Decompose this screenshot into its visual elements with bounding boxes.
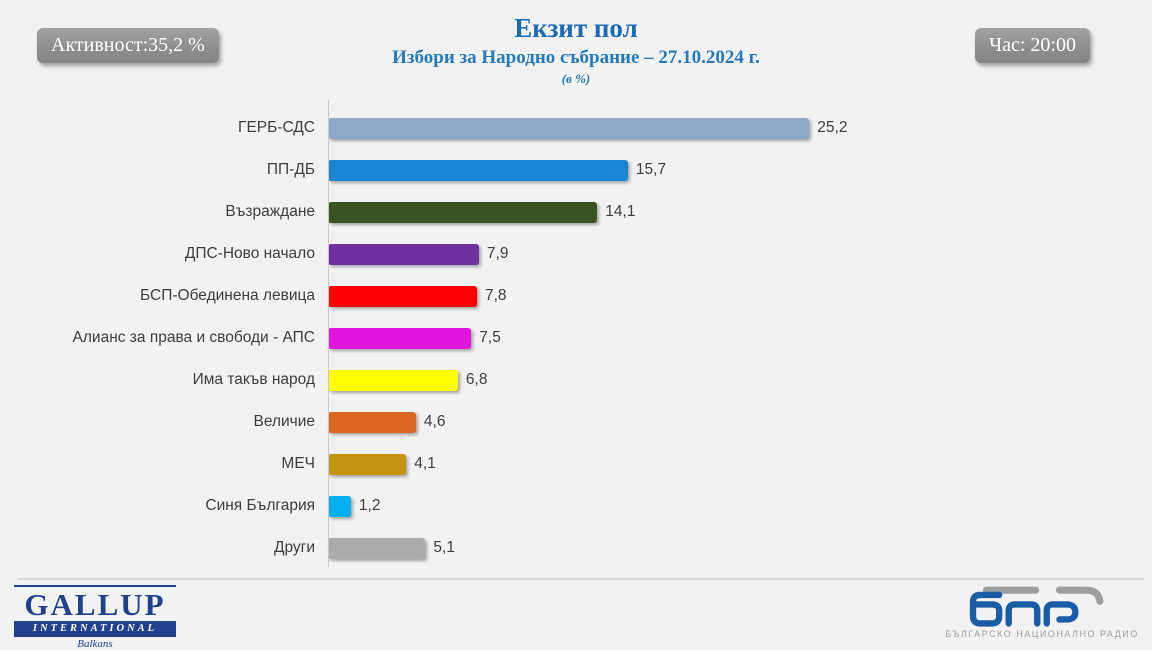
bar: [328, 159, 628, 181]
bar-track: 4,1: [328, 443, 436, 485]
value-label: 7,5: [479, 329, 501, 346]
value-label: 7,8: [485, 287, 507, 304]
category-label: Алианс за права и свободи - АПС: [72, 329, 315, 346]
value-label: 15,7: [635, 161, 667, 178]
gallup-logo-region: Balkans: [77, 638, 113, 650]
category-label: Величие: [253, 413, 315, 430]
chart-row: Други 5,1: [0, 527, 1152, 569]
chart-row: БСП-Обединена левица 7,8: [0, 275, 1152, 317]
bnr-letter-b: [969, 591, 1003, 627]
chart-row: Има такъв народ 6,8: [0, 359, 1152, 401]
chart-row: МЕЧ 4,1: [0, 443, 1152, 485]
bnr-logo: БЪЛГАРСКО НАЦИОНАЛНО РАДИО: [944, 583, 1140, 639]
bar-track: 7,5: [328, 317, 501, 359]
bar: [328, 369, 458, 391]
bar-track: 25,2: [328, 107, 847, 149]
category-label: МЕЧ: [281, 455, 315, 472]
bar: [328, 243, 479, 265]
bar-track: 5,1: [328, 527, 455, 569]
category-label: ГЕРБ-СДС: [238, 119, 315, 136]
category-label: Синя България: [205, 497, 315, 514]
value-label: 1,2: [358, 497, 381, 514]
bnr-gray-swoosh-right: [1055, 586, 1104, 605]
chart-header: Екзит пол Избори за Народно събрание – 2…: [0, 0, 1152, 87]
time-badge: Час: 20:00: [975, 28, 1090, 63]
chart-row: Величие 4,6: [0, 401, 1152, 443]
bar-track: 7,8: [328, 275, 507, 317]
value-label: 6,8: [465, 371, 488, 388]
bnr-logo-mark: [969, 586, 1104, 627]
chart-axis-line: [328, 100, 329, 567]
bar: [328, 117, 810, 139]
gallup-logo: GALLUP INTERNATIONAL Balkans: [14, 585, 176, 650]
bar: [328, 495, 351, 517]
chart-row: ПП-ДБ 15,7: [0, 149, 1152, 191]
chart-row: Синя България 1,2: [0, 485, 1152, 527]
gallup-logo-name: GALLUP: [24, 587, 166, 622]
bnr-letter-r: [1043, 601, 1079, 627]
category-label: Възраждане: [225, 203, 315, 220]
value-label: 7,9: [486, 245, 509, 262]
bnr-letter-n: [1005, 601, 1041, 627]
chart-row: ГЕРБ-СДС 25,2: [0, 107, 1152, 149]
bar: [328, 285, 477, 307]
value-label: 4,6: [423, 413, 446, 430]
bar-track: 14,1: [328, 191, 635, 233]
bar-track: 6,8: [328, 359, 487, 401]
value-label: 5,1: [433, 539, 455, 556]
bar-track: 7,9: [328, 233, 508, 275]
bar-chart: ГЕРБ-СДС 25,2 ПП-ДБ 15,7 Възраждане 14,1 ДПС-Н…: [0, 100, 1152, 569]
chart-row: Възраждане 14,1: [0, 191, 1152, 233]
category-label: БСП-Обединена левица: [140, 287, 315, 304]
value-label: 25,2: [817, 119, 848, 136]
bnr-logo-caption: БЪЛГАРСКО НАЦИОНАЛНО РАДИО: [945, 629, 1139, 639]
bar: [328, 201, 598, 223]
value-label: 4,1: [414, 455, 436, 472]
chart-rows: ГЕРБ-СДС 25,2 ПП-ДБ 15,7 Възраждане 14,1 ДПС-Н…: [0, 107, 1152, 569]
bar: [328, 327, 472, 349]
gallup-logo-rule: [14, 585, 176, 587]
gallup-logo-subtitle: INTERNATIONAL: [14, 621, 176, 637]
category-label: Има такъв народ: [192, 371, 315, 388]
footer-divider: [18, 578, 1144, 580]
unit-note: (в %): [561, 71, 591, 86]
bar: [328, 537, 426, 559]
bar-track: 4,6: [328, 401, 445, 443]
chart-row: ДПС-Ново начало 7,9: [0, 233, 1152, 275]
category-label: Други: [273, 539, 315, 556]
category-label: ПП-ДБ: [266, 161, 315, 178]
chart-subtitle: Избори за Народно събрание – 27.10.2024 …: [392, 47, 760, 68]
turnout-badge: Активност:35,2 %: [37, 28, 219, 63]
bar-track: 1,2: [328, 485, 380, 527]
bar-track: 15,7: [328, 149, 666, 191]
value-label: 14,1: [605, 203, 636, 220]
bar: [328, 411, 416, 433]
page-title: Екзит пол: [514, 13, 638, 43]
chart-row: Алианс за права и свободи - АПС 7,5: [0, 317, 1152, 359]
bar: [328, 453, 407, 475]
category-label: ДПС-Ново начало: [184, 245, 315, 262]
